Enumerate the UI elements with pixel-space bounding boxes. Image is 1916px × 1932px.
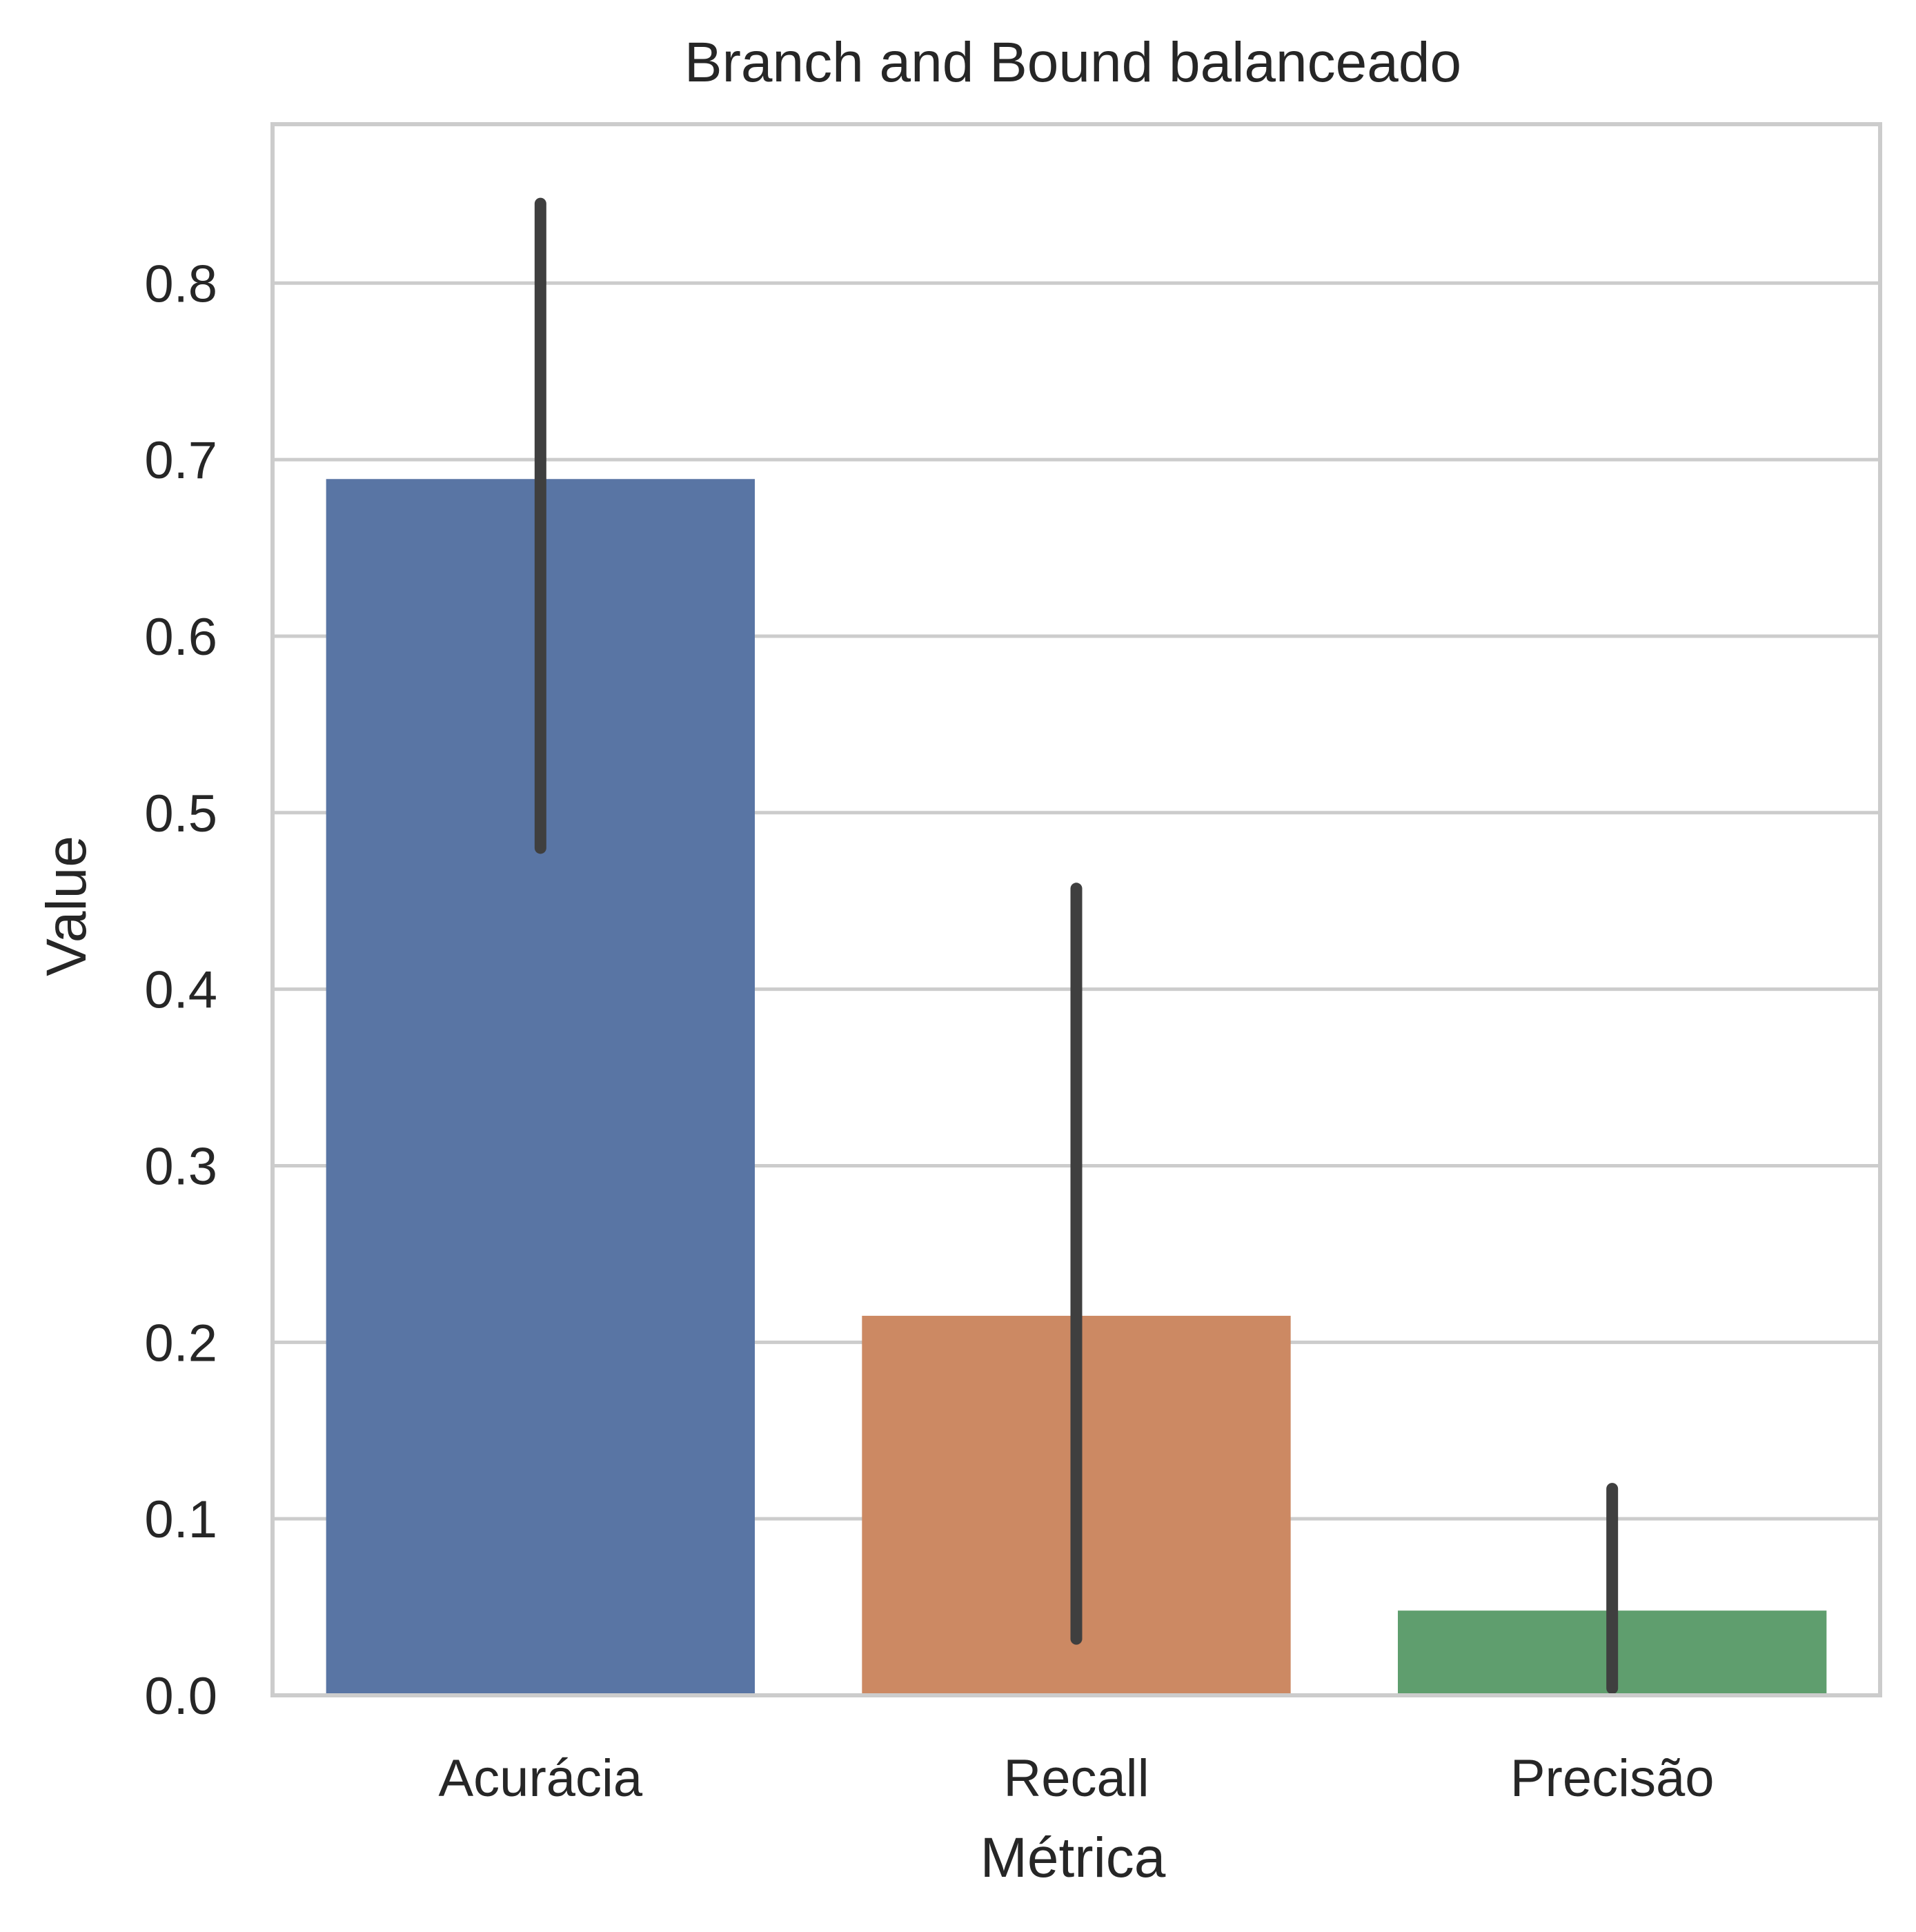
y-axis-label: Value (35, 836, 98, 976)
y-tick-label: 0.6 (144, 608, 217, 667)
y-tick-label: 0.5 (144, 785, 217, 843)
chart-title: Branch and Bound balanceado (684, 31, 1461, 94)
error-bar-layer (534, 197, 1619, 1695)
x-tick-label: Recall (1003, 1749, 1149, 1808)
x-tick-label: Acurácia (438, 1749, 642, 1808)
x-axis-label: Métrica (980, 1826, 1166, 1889)
y-tick-label: 0.1 (144, 1490, 217, 1549)
y-tick-label: 0.4 (144, 961, 217, 1020)
y-tick-labels: 0.0 0.1 0.2 0.3 0.4 0.5 0.6 0.7 0.8 (144, 255, 217, 1726)
y-tick-label: 0.3 (144, 1137, 217, 1196)
plot-frame (270, 122, 1882, 1697)
y-tick-label: 0.8 (144, 255, 217, 313)
x-tick-label: Precisão (1510, 1749, 1715, 1808)
x-tick-labels: Acurácia Recall Precisão (438, 1749, 1714, 1808)
y-tick-label: 0.7 (144, 431, 217, 490)
y-tick-label: 0.0 (144, 1667, 217, 1726)
y-tick-label: 0.2 (144, 1314, 217, 1372)
